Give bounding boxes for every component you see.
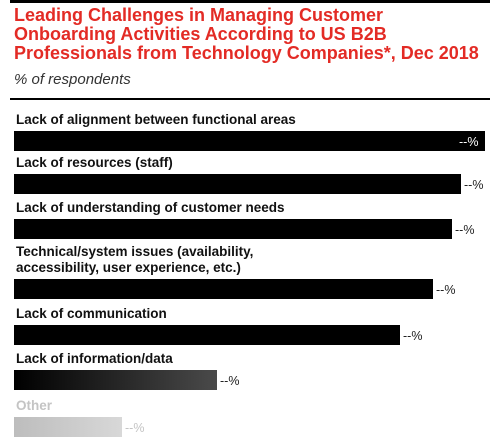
top-rule: [10, 0, 490, 3]
bar: [14, 219, 452, 239]
value-label: --%: [220, 374, 240, 388]
bar: [14, 131, 485, 151]
category-label: Lack of alignment between functional are…: [16, 112, 296, 127]
bar: [14, 174, 461, 194]
category-label: accessibility, user experience, etc.): [16, 260, 241, 275]
category-label: Lack of understanding of customer needs: [16, 200, 285, 215]
category-label: Lack of resources (staff): [16, 155, 173, 170]
category-label: Technical/system issues (availability,: [16, 244, 254, 259]
value-label: --%: [464, 178, 484, 192]
value-label: --%: [436, 283, 456, 297]
value-label: --%: [125, 421, 145, 435]
bar: [14, 370, 217, 390]
title-rule: [10, 98, 490, 100]
category-label: Lack of communication: [16, 306, 167, 321]
category-label: Other: [16, 398, 53, 413]
chart-title: Leading Challenges in Managing Customer …: [14, 5, 479, 63]
bar: [14, 325, 400, 345]
category-label: Lack of information/data: [16, 351, 173, 366]
bar: [14, 417, 122, 437]
value-label: --%: [459, 135, 479, 149]
bar: [14, 279, 433, 299]
value-label: --%: [455, 223, 475, 237]
value-label: --%: [403, 329, 423, 343]
chart-subtitle: % of respondents: [14, 71, 131, 88]
